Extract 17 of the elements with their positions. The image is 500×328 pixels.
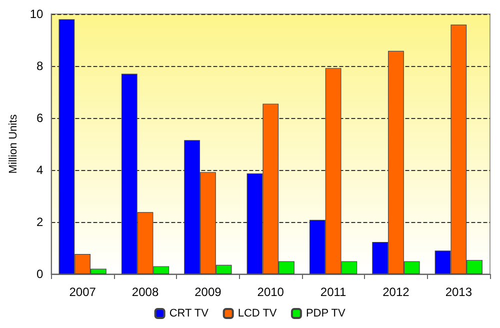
y-tick-label: 4 bbox=[36, 163, 44, 177]
x-tick-label: 2013 bbox=[445, 285, 472, 299]
legend-label: PDP TV bbox=[306, 308, 346, 320]
legend-label: CRT TV bbox=[169, 308, 210, 320]
x-tick-label: 2011 bbox=[320, 285, 347, 299]
y-tick-label: 0 bbox=[36, 267, 44, 281]
y-tick-label: 8 bbox=[36, 59, 44, 73]
y-axis-title: Million Units bbox=[8, 114, 20, 174]
x-tick-label: 2012 bbox=[382, 285, 410, 299]
x-tick-label: 2009 bbox=[194, 285, 222, 299]
legend-label: LCD TV bbox=[238, 308, 278, 320]
y-tick-label: 6 bbox=[36, 111, 44, 125]
x-tick-label: 2010 bbox=[257, 285, 284, 299]
y-tick-label: 10 bbox=[30, 7, 44, 21]
y-tick-label: 2 bbox=[36, 215, 44, 229]
x-tick-label: 2008 bbox=[132, 285, 159, 299]
x-tick-label: 2007 bbox=[69, 285, 96, 299]
